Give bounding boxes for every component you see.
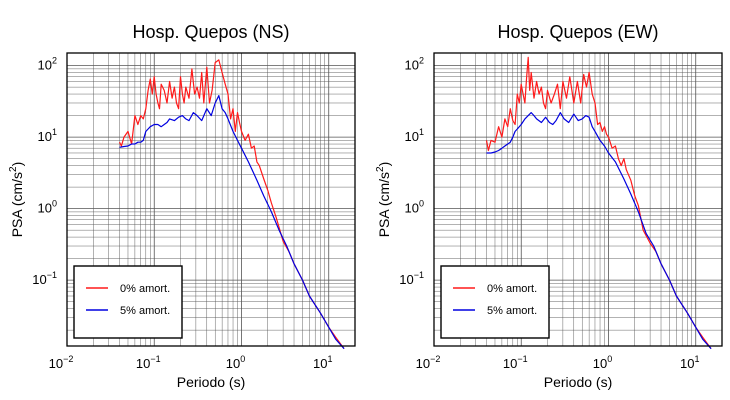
- y-tick-label: 102: [405, 56, 424, 73]
- y-axis-label: PSA (cm/s2): [8, 162, 25, 238]
- y-tick-label: 101: [38, 127, 57, 144]
- y-axis-label: PSA (cm/s2): [375, 162, 392, 238]
- legend-box: [73, 265, 183, 339]
- chart-title: Hosp. Quepos (NS): [132, 22, 289, 42]
- x-tick-label: 10−2: [49, 354, 74, 371]
- x-axis-label: Periodo (s): [177, 374, 245, 390]
- chart-title: Hosp. Quepos (EW): [497, 22, 658, 42]
- x-tick-label: 100: [593, 354, 612, 371]
- x-tick-label: 10−1: [136, 354, 161, 371]
- legend-label: 5% amort.: [487, 305, 537, 317]
- legend-box: [440, 265, 550, 339]
- legend-label: 0% amort.: [120, 283, 170, 295]
- x-tick-label: 101: [313, 354, 332, 371]
- chart-panel-0: 10−2 10−1 100 101 10−1 100 101 102 Hosp. Quepos …: [8, 22, 356, 390]
- legend-label: 0% amort.: [487, 283, 537, 295]
- x-tick-label: 100: [226, 354, 245, 371]
- legend: 0% amort. 5% amort.: [440, 265, 550, 339]
- y-tick-label: 10−1: [32, 270, 57, 287]
- y-tick-label: 100: [405, 199, 424, 216]
- legend-label: 5% amort.: [120, 305, 170, 317]
- x-tick-label: 10−2: [416, 354, 441, 371]
- series-line-0: [118, 59, 345, 350]
- plot-frame: [433, 52, 723, 347]
- x-axis-label: Periodo (s): [544, 374, 612, 390]
- x-tick-label: 101: [680, 354, 699, 371]
- y-tick-label: 102: [38, 56, 57, 73]
- y-tick-label: 100: [38, 199, 57, 216]
- series-line-1: [486, 111, 712, 350]
- chart-panel-1: 10−2 10−1 100 101 10−1 100 101 102 Hosp. Quepos …: [375, 22, 723, 390]
- legend: 0% amort. 5% amort.: [73, 265, 183, 339]
- plot-frame: [66, 52, 356, 347]
- y-tick-label: 101: [405, 127, 424, 144]
- grid: [66, 53, 356, 346]
- grid: [433, 53, 723, 346]
- y-tick-label: 10−1: [399, 270, 424, 287]
- series-line-1: [119, 94, 345, 350]
- x-tick-label: 10−1: [503, 354, 528, 371]
- series-line-0: [485, 56, 712, 350]
